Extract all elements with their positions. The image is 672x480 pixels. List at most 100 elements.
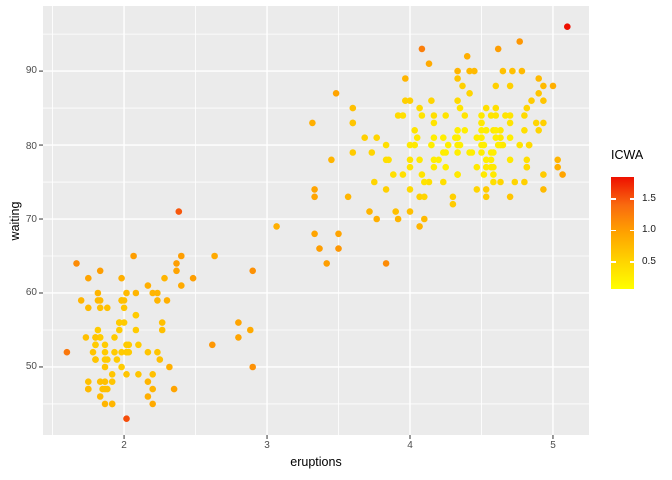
data-point	[478, 149, 485, 156]
data-point	[130, 252, 137, 260]
data-point	[416, 193, 423, 201]
data-point	[454, 141, 461, 149]
data-point	[149, 371, 156, 378]
data-point	[96, 267, 104, 275]
data-point	[120, 319, 128, 326]
data-point	[175, 208, 183, 215]
data-point	[535, 75, 542, 82]
data-point	[335, 245, 342, 252]
data-point	[349, 119, 357, 127]
data-point	[482, 104, 490, 112]
data-point	[101, 341, 109, 349]
data-point	[532, 119, 540, 127]
data-point	[482, 127, 490, 134]
data-point	[135, 371, 142, 378]
data-point	[430, 163, 438, 171]
data-point	[113, 356, 121, 363]
data-point	[111, 334, 118, 341]
data-point	[411, 127, 419, 134]
data-point	[161, 274, 168, 282]
data-point	[382, 260, 390, 267]
data-point	[440, 134, 447, 141]
data-point	[440, 178, 447, 186]
data-point	[444, 141, 452, 149]
data-point	[454, 171, 461, 178]
data-point	[506, 134, 514, 141]
data-point	[494, 45, 502, 53]
data-point	[118, 297, 125, 304]
data-point	[478, 112, 485, 119]
data-point	[368, 149, 376, 156]
y-axis-tick-label: 80	[25, 140, 37, 152]
data-point	[85, 304, 92, 312]
legend-tick-mark	[611, 198, 616, 200]
data-point	[89, 348, 97, 356]
data-point	[394, 215, 402, 223]
data-point	[454, 67, 461, 75]
data-point	[123, 341, 130, 349]
data-point	[189, 274, 197, 282]
data-point	[442, 112, 450, 119]
legend-tick-label: 1.0	[642, 224, 656, 236]
data-point	[454, 127, 461, 134]
data-point	[123, 415, 130, 423]
data-point	[499, 67, 507, 75]
data-point	[382, 186, 390, 193]
data-point	[116, 326, 123, 334]
x-axis-tick-label: 5	[550, 440, 556, 451]
data-point	[156, 356, 164, 363]
data-point	[132, 326, 140, 334]
data-point	[149, 385, 156, 393]
data-point	[521, 178, 528, 186]
data-point	[506, 193, 514, 201]
data-point	[463, 53, 471, 60]
data-point	[309, 119, 316, 127]
data-point	[490, 171, 497, 178]
legend-tick-mark	[629, 198, 634, 200]
data-point	[92, 356, 99, 363]
data-point	[144, 282, 152, 289]
data-point	[211, 252, 218, 260]
data-point	[99, 385, 106, 393]
data-point	[406, 208, 414, 215]
legend-tick-mark	[611, 229, 616, 232]
data-point	[490, 178, 497, 186]
data-point	[166, 363, 173, 371]
data-point	[101, 363, 109, 371]
data-point	[335, 230, 342, 238]
data-point	[554, 163, 561, 171]
data-point	[435, 156, 442, 164]
data-point	[416, 223, 423, 230]
data-point	[85, 378, 92, 386]
data-point	[63, 348, 71, 356]
data-point	[96, 334, 104, 341]
data-point	[421, 193, 428, 201]
data-point	[466, 67, 473, 75]
data-point	[418, 171, 426, 178]
data-point	[120, 304, 128, 312]
data-point	[490, 149, 497, 156]
data-point	[428, 141, 435, 149]
data-point	[94, 289, 102, 297]
data-point	[418, 112, 426, 119]
data-point	[497, 134, 504, 141]
data-point	[82, 334, 90, 341]
data-point	[178, 252, 185, 260]
data-point	[473, 134, 481, 141]
data-point	[123, 371, 130, 378]
data-point	[466, 149, 473, 156]
data-point	[92, 334, 99, 341]
y-axis-tick-label: 50	[25, 361, 37, 372]
y-axis-title: waiting	[8, 201, 22, 241]
data-point	[373, 215, 381, 223]
data-point	[478, 119, 485, 127]
data-point	[559, 171, 566, 178]
data-point	[454, 75, 461, 82]
data-point	[480, 171, 488, 178]
data-point	[454, 97, 461, 104]
data-point	[540, 82, 547, 90]
data-point	[332, 90, 340, 97]
data-point	[273, 223, 280, 230]
data-point	[344, 193, 352, 201]
